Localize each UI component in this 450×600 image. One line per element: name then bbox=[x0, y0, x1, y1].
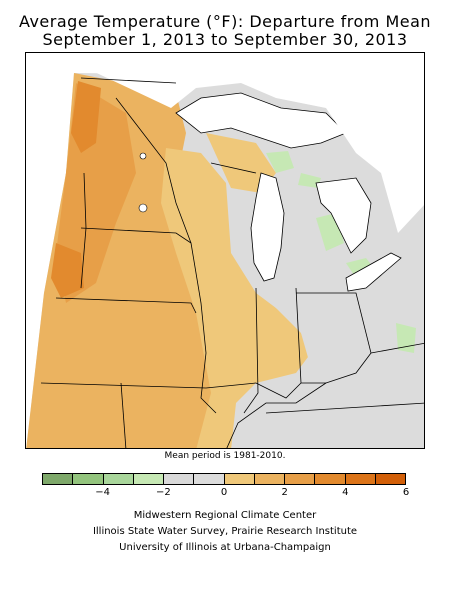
legend-swatch bbox=[164, 474, 195, 484]
legend-swatch bbox=[345, 474, 376, 484]
lake-superior bbox=[175, 92, 347, 149]
credit-line-2: Illinois State Water Survey, Prairie Res… bbox=[92, 526, 358, 537]
lake-michigan bbox=[250, 172, 285, 282]
legend-swatch bbox=[224, 474, 255, 484]
legend-swatch bbox=[194, 474, 225, 484]
region-neutral-east bbox=[241, 193, 424, 448]
legend-swatch bbox=[43, 474, 74, 484]
color-legend bbox=[42, 473, 406, 485]
region-mild bbox=[161, 148, 311, 448]
legend-tick-label: 2 bbox=[281, 487, 288, 498]
mean-period-note: Mean period is 1981-2010. bbox=[164, 451, 286, 461]
legend-swatch bbox=[133, 474, 164, 484]
region-cool-2 bbox=[298, 173, 321, 188]
legend-tick-label: 4 bbox=[342, 487, 349, 498]
map-date-range: September 1, 2013 to September 30, 2013 bbox=[42, 30, 408, 49]
state-boundaries bbox=[40, 77, 424, 448]
lake-erie bbox=[345, 252, 402, 292]
legend-swatch bbox=[315, 474, 346, 484]
legend-swatch bbox=[375, 474, 405, 484]
lake-huron bbox=[315, 177, 372, 254]
map-title: Average Temperature (°F): Departure from… bbox=[18, 12, 432, 31]
legend-swatch bbox=[285, 474, 316, 484]
temperature-departure-map bbox=[25, 52, 425, 449]
credit-line-3: University of Illinois at Urbana-Champai… bbox=[119, 542, 331, 553]
legend-tick-label: −4 bbox=[95, 487, 111, 498]
region-hot-north bbox=[71, 81, 101, 153]
canada-area bbox=[86, 53, 424, 233]
map-graphic bbox=[26, 53, 424, 448]
region-cool-1 bbox=[266, 151, 294, 173]
region-mild-north bbox=[206, 133, 276, 193]
legend-swatch bbox=[73, 474, 104, 484]
legend-tick-label: 0 bbox=[220, 487, 228, 498]
region-cool-4 bbox=[396, 323, 416, 353]
legend-swatch bbox=[254, 474, 285, 484]
region-hottest bbox=[51, 243, 84, 298]
legend-tick-label: −2 bbox=[155, 487, 171, 498]
legend-swatch bbox=[103, 474, 134, 484]
legend-tick-label: 6 bbox=[402, 487, 410, 498]
credit-line-1: Midwestern Regional Climate Center bbox=[133, 510, 317, 521]
